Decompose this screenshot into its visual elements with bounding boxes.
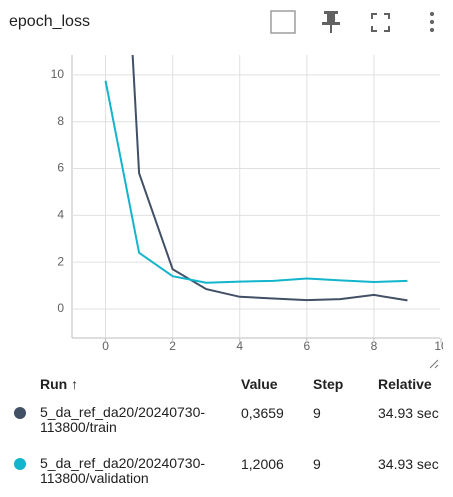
fullscreen-icon[interactable] <box>371 13 390 32</box>
y-tick-label: 10 <box>51 67 65 81</box>
header-relative[interactable]: Relative <box>378 376 432 392</box>
y-tick-label: 8 <box>57 114 64 128</box>
y-tick-label: 2 <box>57 254 64 268</box>
legend-dot[interactable] <box>14 407 26 419</box>
run-relative: 34.93 sec <box>378 456 439 472</box>
y-tick-label: 6 <box>57 161 64 175</box>
data-selection-icon[interactable] <box>270 10 296 34</box>
menu-icon[interactable] <box>430 12 434 32</box>
resize-icon[interactable] <box>429 359 439 369</box>
legend-dot[interactable] <box>14 458 26 470</box>
run-name: 5_da_ref_da20/20240730-113800/validation <box>40 455 206 486</box>
x-tick-label: 2 <box>169 339 176 353</box>
run-relative: 34.93 sec <box>378 405 439 421</box>
y-tick-label: 0 <box>57 301 64 315</box>
header-value[interactable]: Value <box>241 376 278 392</box>
run-step: 9 <box>313 456 321 472</box>
header-step[interactable]: Step <box>313 376 344 392</box>
toolbar <box>270 10 434 34</box>
header-run[interactable]: Run ↑ <box>40 376 79 392</box>
run-value: 1,2006 <box>241 456 284 472</box>
x-tick-label: 4 <box>236 339 243 353</box>
series-line <box>104 80 408 284</box>
chart: epoch_loss 0 2 4 6 8 10 0 2 4 6 8 10 <box>9 10 448 369</box>
x-tick-label: 10 <box>434 339 448 353</box>
pin-icon[interactable] <box>322 11 340 33</box>
x-tick-label: 6 <box>303 339 310 353</box>
run-name: 5_da_ref_da20/20240730-113800/train <box>40 404 206 435</box>
x-tick-label: 8 <box>371 339 378 353</box>
chart-title: epoch_loss <box>9 13 90 30</box>
x-tick-label: 0 <box>102 339 109 353</box>
x-tick-labels: 0 2 4 6 8 10 <box>102 339 448 353</box>
series-line <box>131 55 408 302</box>
run-step: 9 <box>313 405 321 421</box>
y-tick-label: 4 <box>57 208 64 222</box>
run-value: 0,3659 <box>241 405 284 421</box>
